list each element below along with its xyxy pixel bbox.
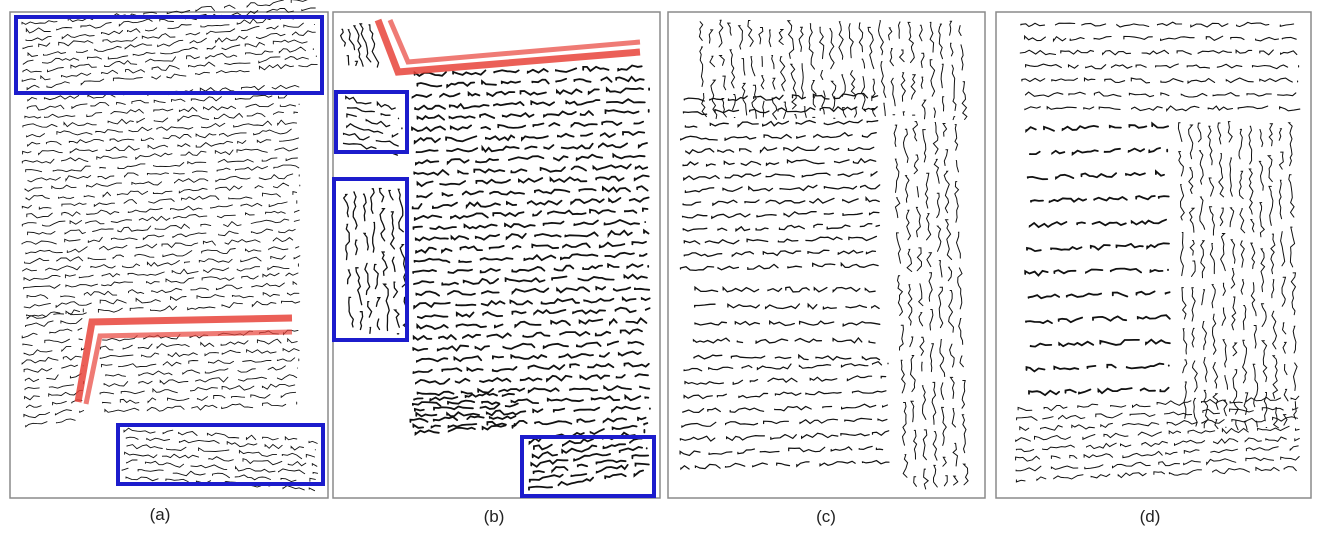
blue-box	[334, 90, 409, 154]
script-line	[21, 308, 86, 428]
script-line	[339, 23, 380, 68]
script-line	[692, 285, 881, 361]
blue-box	[332, 177, 409, 342]
blue-box	[14, 15, 324, 95]
script-line	[679, 92, 881, 272]
script-line	[21, 0, 318, 91]
red-boundary	[83, 329, 293, 405]
script-line	[342, 187, 410, 335]
red-boundary	[74, 314, 293, 403]
blue-box	[520, 435, 656, 498]
script-line	[342, 95, 403, 156]
annotations	[14, 15, 656, 498]
red-boundary	[374, 18, 641, 76]
script-line	[1015, 395, 1300, 483]
script-line	[409, 392, 519, 436]
script-line	[698, 19, 968, 121]
panel-frame	[995, 11, 1312, 499]
script-line	[21, 84, 301, 317]
blue-box	[116, 423, 325, 486]
red-boundary	[387, 19, 641, 65]
script-line	[679, 361, 890, 471]
script-line	[99, 329, 300, 413]
script-line	[893, 121, 969, 490]
panel-label: (a)	[150, 505, 171, 524]
panel-frame	[667, 11, 986, 499]
panel-label: (b)	[484, 507, 505, 526]
panel-label: (c)	[816, 507, 836, 526]
script-line	[121, 427, 319, 492]
script-line	[1019, 21, 1301, 112]
script-line	[1024, 121, 1171, 397]
script-line	[1177, 121, 1298, 431]
panel-label: (d)	[1140, 507, 1161, 526]
script-line	[528, 422, 650, 491]
